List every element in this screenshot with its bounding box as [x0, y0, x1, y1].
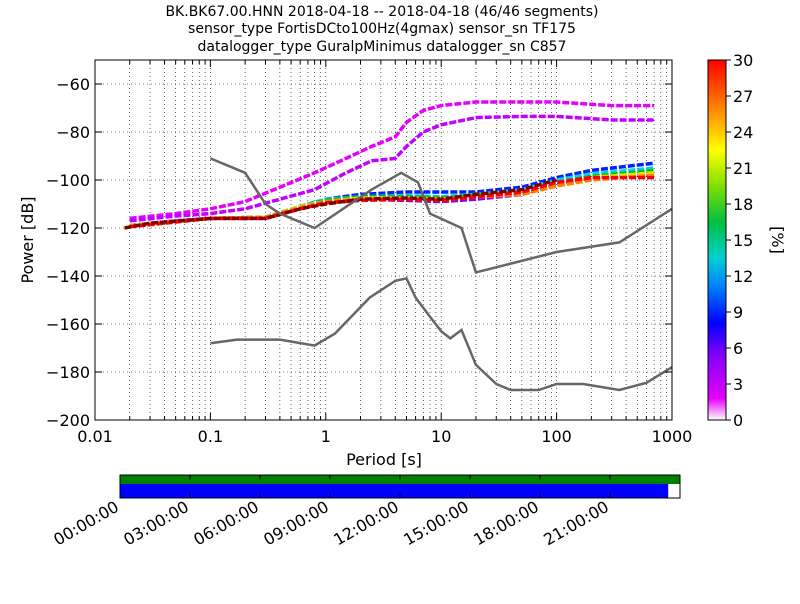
noise-model-high	[209, 157, 673, 274]
colorbar-label: [%]	[768, 226, 787, 254]
axis-ticks-layer: 0.01 0.1 1 10 100 1000 −200 −180 −160 −140 −120 −10…	[46, 60, 692, 446]
y-tick-label: −160	[46, 315, 90, 334]
timeline-tick-label: 12:00:00	[330, 497, 402, 549]
y-tick-label: −60	[56, 75, 90, 94]
x-tick-label: 1000	[652, 427, 693, 446]
colorbar-tick-label: 9	[733, 303, 743, 322]
timeline-tick-label: 15:00:00	[400, 497, 472, 549]
noise-model-low	[210, 276, 673, 392]
chart-title-line-3: datalogger_type GuralpMinimus datalogger…	[198, 39, 567, 55]
y-tick-label: −120	[46, 219, 90, 238]
chart-title-line-1: BK.BK67.00.HNN 2018-04-18 -- 2018-04-18 …	[165, 4, 598, 20]
colorbar-tick-label: 27	[733, 87, 753, 106]
psd-band-dark-red-core	[124, 178, 558, 230]
colorbar-ticks-layer: 0 3 6 9 12 15 18 21 24 27 30	[726, 51, 753, 430]
noise-model-layer	[209, 157, 673, 392]
y-axis-label: Power [dB]	[18, 196, 37, 283]
psd-band-second-envelope	[129, 114, 655, 223]
y-tick-label: −140	[46, 267, 90, 286]
colorbar-tick-label: 30	[733, 51, 753, 70]
x-tick-label: 1	[321, 427, 331, 446]
timeline-tick-label: 09:00:00	[260, 497, 332, 549]
colorbar-tick-label: 12	[733, 267, 753, 286]
y-tick-label: −80	[56, 123, 90, 142]
grid-layer	[94, 60, 672, 421]
y-tick-label: −200	[46, 411, 90, 430]
colorbar-tick-label: 0	[733, 411, 743, 430]
x-tick-label: 0.1	[198, 427, 223, 446]
y-tick-label: −180	[46, 363, 90, 382]
x-tick-label: 10	[431, 427, 451, 446]
colorbar-tick-label: 15	[733, 231, 753, 250]
colorbar-tick-label: 21	[733, 159, 753, 178]
colorbar-tick-label: 3	[733, 375, 743, 394]
colorbar-tick-label: 24	[733, 123, 753, 142]
chart-title-line-2: sensor_type FortisDCto100Hz(4gmax) senso…	[188, 21, 576, 37]
colorbar	[707, 59, 727, 421]
timeline-tick-label: 03:00:00	[120, 497, 192, 549]
timeline-tick-label: 06:00:00	[190, 497, 262, 549]
timeline-tick-label: 21:00:00	[540, 497, 612, 549]
probability-density-layer	[124, 100, 655, 230]
x-tick-label: 0.01	[77, 427, 113, 446]
x-tick-label: 100	[541, 427, 572, 446]
colorbar-tick-label: 6	[733, 339, 743, 358]
timeline-tick-label: 18:00:00	[470, 497, 542, 549]
timeline-tick-label: 00:00:00	[50, 497, 122, 549]
plot-frame	[94, 59, 673, 421]
psd-coverage-bar	[120, 484, 669, 498]
colorbar-tick-label: 18	[733, 195, 753, 214]
psd-band-upper-envelope	[129, 100, 655, 221]
timeline: 00:00:0003:00:0006:00:0009:00:0012:00:00…	[50, 474, 681, 549]
x-axis-label: Period [s]	[346, 450, 422, 469]
y-tick-label: −100	[46, 171, 90, 190]
